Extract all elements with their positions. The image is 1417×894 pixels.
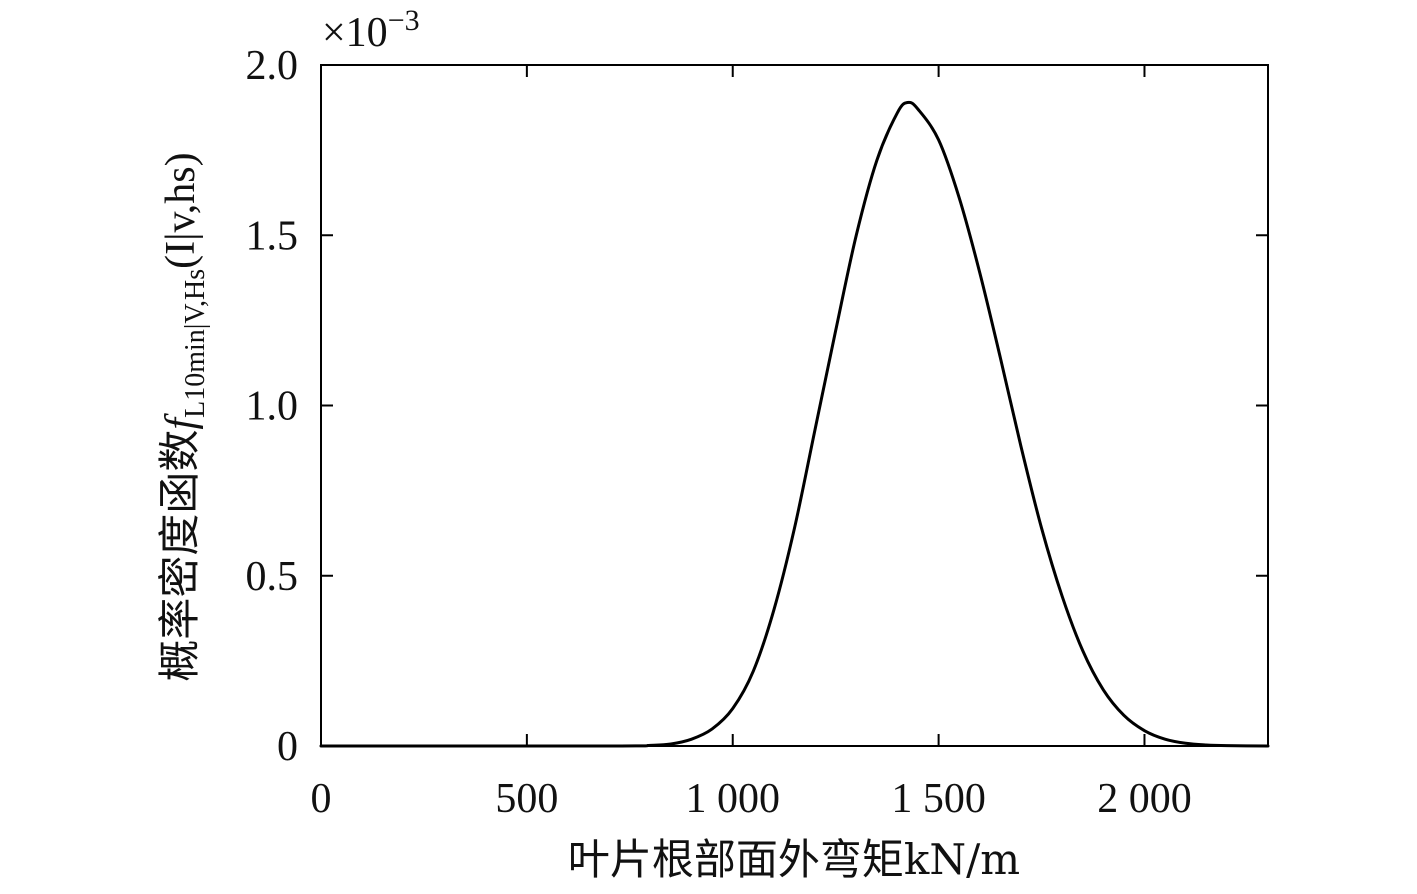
y-tick-label-0: 0 — [277, 724, 298, 770]
x-tick-label-3: 1 500 — [891, 776, 986, 822]
plot-frame — [320, 64, 1269, 747]
y-axis-label: 概率密度函数fL10min|V,Hs(I|v,hs) — [155, 152, 211, 681]
x-tick-label-4: 2 000 — [1097, 776, 1192, 822]
tick-labels-layer: 0 500 1 000 1 500 2 000 0 0.5 1.0 1.5 2.0 — [246, 43, 1192, 822]
y-axis-label-prefix: 概率密度函数 — [155, 430, 204, 682]
y-axis-label-suffix: (I|v,hs) — [158, 152, 204, 268]
x-tick-label-2: 1 000 — [685, 776, 780, 822]
x-tick-label-1: 500 — [495, 776, 558, 822]
y-tick-label-1: 0.5 — [246, 554, 299, 600]
y-tick-label-3: 1.5 — [246, 213, 299, 259]
y-tick-label-4: 2.0 — [246, 43, 299, 89]
y-axis-label-subscript: L10min|V,Hs — [180, 269, 211, 418]
ticks-layer — [320, 64, 1268, 747]
y-tick-label-2: 1.0 — [246, 384, 299, 430]
y-multiplier-exponent: −3 — [388, 4, 420, 37]
x-axis-label: 叶片根部面外弯矩kN/m — [568, 835, 1020, 884]
x-tick-label-0: 0 — [311, 776, 332, 822]
series-line-pdf — [319, 100, 1270, 748]
y-multiplier: ×10−3 — [322, 4, 420, 56]
